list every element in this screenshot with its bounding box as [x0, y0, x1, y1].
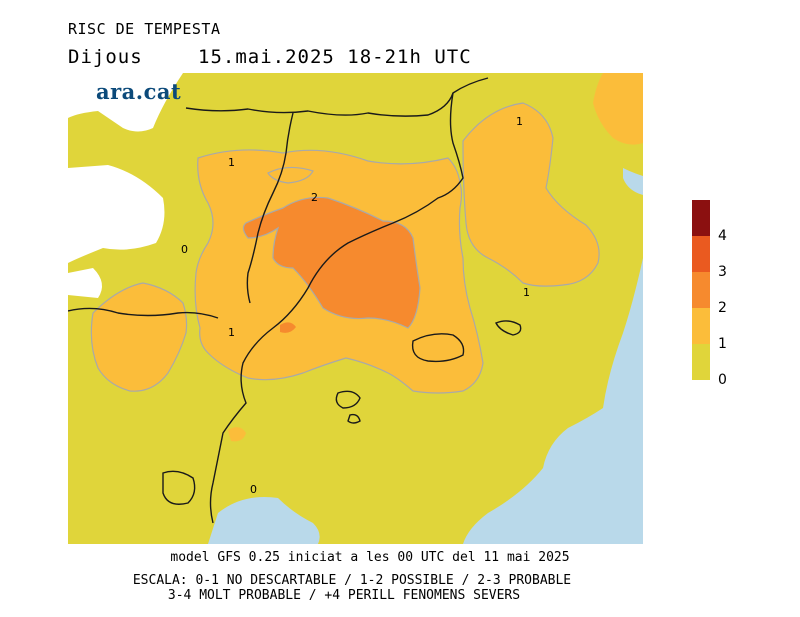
scale-description-line-1: ESCALA: 0-1 NO DESCARTABLE / 1-2 POSSIBL… — [132, 573, 572, 588]
contour-label-1-east: 1 — [523, 286, 530, 299]
risk-possible-north-east — [593, 73, 643, 145]
model-info: model GFS 0.25 iniciat a les 00 UTC del … — [170, 550, 570, 565]
legend-swatch-4-plus — [692, 200, 710, 236]
legend-label-3: 3 — [718, 264, 727, 280]
contour-label-2-core: 2 — [311, 191, 318, 204]
scale-description-line-2: 3-4 MOLT PROBABLE / +4 PERILL FENOMENS S… — [167, 588, 521, 603]
legend-swatch-0-1 — [692, 344, 710, 380]
contour-lines — [90, 102, 600, 394]
white-area-bay — [68, 165, 165, 263]
legend-label-1: 1 — [718, 336, 727, 352]
risk-possible-west — [91, 283, 187, 392]
sea-north-east — [623, 168, 643, 195]
risk-possible-islet — [228, 427, 246, 442]
contour-label-1-northeast: 1 — [516, 115, 523, 128]
legend-label-0: 0 — [718, 372, 727, 388]
forecast-date-time: 15.mai.2025 18-21h UTC — [198, 46, 472, 68]
legend-swatch-2-3 — [692, 272, 710, 308]
storm-risk-map: 1 2 0 1 1 1 0 — [68, 73, 643, 544]
legend-swatch-3-4 — [692, 236, 710, 272]
sea-south — [208, 497, 320, 544]
forecast-day: Dijous — [68, 46, 143, 68]
legend-label-4: 4 — [718, 228, 727, 244]
country-borders — [68, 77, 522, 524]
white-area-left-2 — [68, 268, 102, 298]
contour-label-1-west: 1 — [228, 326, 235, 339]
map-canvas: 1 2 0 1 1 1 0 — [68, 73, 643, 544]
white-area-top-left — [68, 73, 183, 132]
legend-label-2: 2 — [718, 300, 727, 316]
legend-swatch-1-2 — [692, 308, 710, 344]
risk-probable-islet — [280, 322, 296, 333]
contour-label-0-south: 0 — [250, 483, 257, 496]
sea-east — [463, 258, 643, 544]
risk-possible-east — [463, 103, 600, 287]
chart-title: RISC DE TEMPESTA — [68, 20, 221, 38]
ara-cat-logo: ara.cat — [96, 79, 182, 104]
contour-label-0-west: 0 — [181, 243, 188, 256]
contour-label-1-north: 1 — [228, 156, 235, 169]
